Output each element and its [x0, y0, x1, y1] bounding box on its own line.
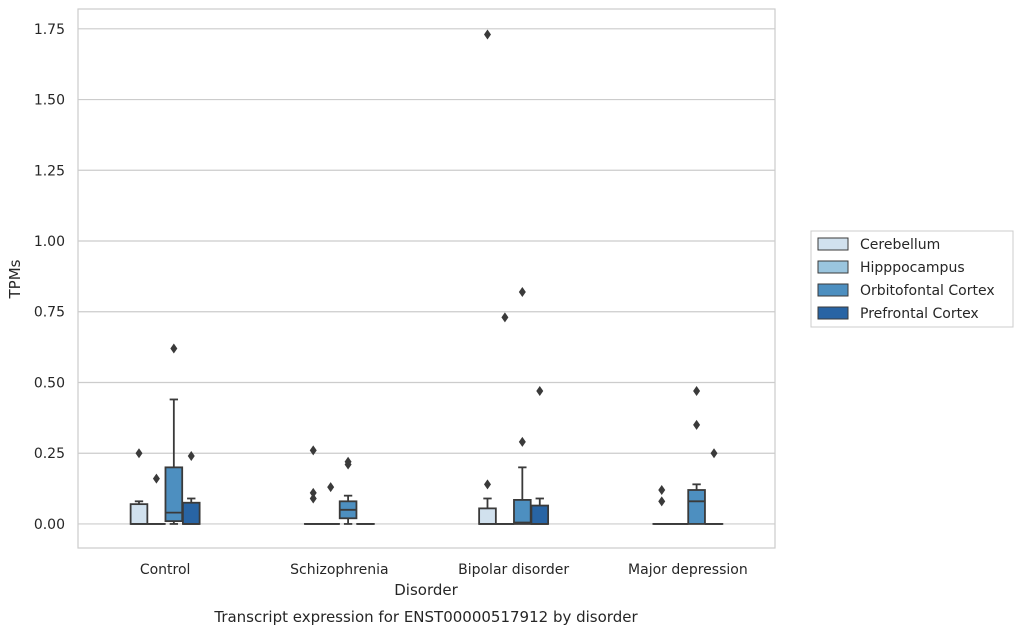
x-axis-title: Disorder — [394, 581, 458, 599]
outlier-point — [187, 451, 195, 462]
outlier-point — [501, 312, 509, 323]
y-tick-label: 1.00 — [34, 234, 65, 250]
chart-caption: Transcript expression for ENST0000051791… — [213, 608, 638, 626]
outlier-point — [658, 484, 666, 495]
box-iqr — [687, 489, 706, 525]
outlier-point — [536, 385, 544, 396]
box-iqr — [164, 466, 184, 523]
legend-swatch — [817, 306, 849, 320]
box-iqr — [513, 499, 532, 525]
box-iqr — [181, 501, 201, 525]
legend-label: Orbitofontal Cortex — [860, 283, 995, 299]
outlier-point — [483, 29, 491, 40]
box-iqr — [129, 503, 149, 525]
box-group — [513, 286, 532, 525]
y-tick-label: 1.75 — [34, 22, 65, 38]
box-group — [687, 385, 706, 525]
legend: Cerebellum Hipppocampus Orbitofontal Corte… — [810, 230, 1014, 328]
outlier-point — [693, 385, 701, 396]
x-tick-label: Schizophrenia — [290, 562, 388, 578]
legend-label: Prefrontal Cortex — [860, 306, 979, 322]
outlier-point — [518, 436, 526, 447]
outlier-point — [170, 343, 178, 354]
box-group — [147, 473, 166, 525]
box-group — [338, 456, 358, 525]
y-tick-label: 0.00 — [34, 517, 65, 533]
plot-frame — [77, 8, 776, 549]
outlier-point — [135, 448, 143, 459]
outlier-point — [344, 456, 352, 467]
outlier-point — [327, 482, 335, 493]
box-iqr — [478, 507, 497, 525]
legend-swatch — [817, 260, 849, 274]
y-tick-label: 0.50 — [34, 375, 65, 391]
y-tick-label: 0.25 — [34, 446, 65, 462]
legend-label: Hipppocampus — [860, 260, 965, 276]
box-group — [129, 448, 149, 525]
legend-label: Cerebellum — [860, 237, 940, 253]
x-tick-label: Bipolar disorder — [458, 562, 569, 578]
box-group — [478, 29, 497, 525]
outlier-point — [152, 473, 160, 484]
y-axis-title: TPMs — [6, 259, 24, 299]
box-group — [530, 385, 550, 525]
box-group — [321, 482, 340, 525]
outlier-point — [309, 493, 317, 504]
x-tick-label: Control — [140, 562, 191, 578]
box-group — [495, 312, 515, 525]
y-tick-label: 0.75 — [34, 305, 65, 321]
y-tick-label: 1.50 — [34, 93, 65, 109]
box-group — [181, 451, 201, 525]
outlier-point — [693, 419, 701, 430]
outlier-point — [309, 445, 317, 456]
outlier-point — [483, 479, 491, 490]
box-group — [704, 448, 724, 525]
box-group — [164, 343, 184, 525]
box-iqr — [530, 504, 550, 525]
outlier-point — [309, 487, 317, 498]
y-tick-label: 1.25 — [34, 163, 65, 179]
legend-swatch — [817, 237, 849, 251]
x-tick-label: Major depression — [628, 562, 748, 578]
legend-swatch — [817, 283, 849, 297]
outlier-point — [658, 496, 666, 507]
box-group — [652, 484, 672, 525]
outlier-point — [710, 448, 718, 459]
box-group — [303, 445, 323, 525]
outlier-point — [518, 286, 526, 297]
